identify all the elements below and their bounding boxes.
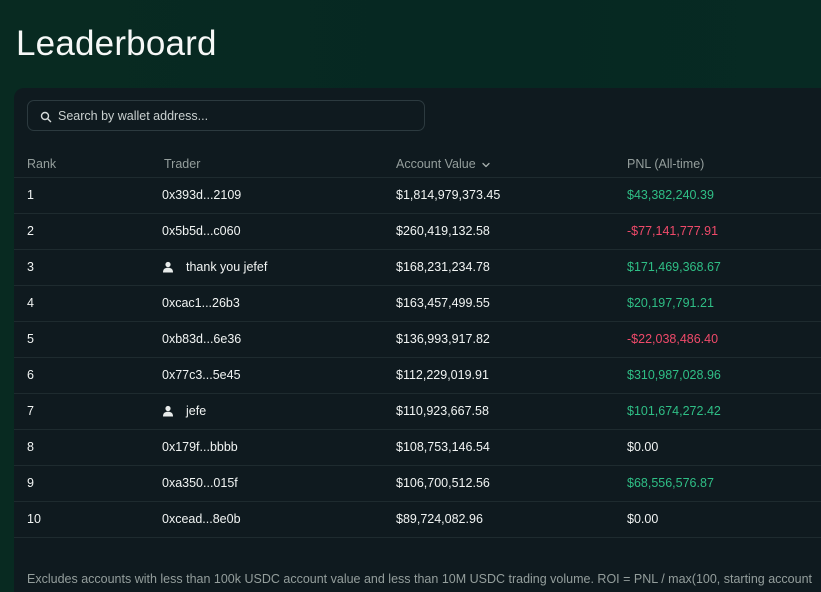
chevron-down-icon [481, 159, 491, 169]
trader-name: 0xcead...8e0b [162, 512, 241, 526]
table-row[interactable]: 5 0xb83d...6e36 $136,993,917.82 -$22,038… [14, 322, 821, 358]
pnl-cell: $20,197,791.21 [627, 296, 714, 310]
rank-cell: 3 [27, 260, 34, 274]
page-title: Leaderboard [16, 24, 217, 63]
account-value-cell: $136,993,917.82 [396, 332, 490, 346]
column-header-account-value[interactable]: Account Value [396, 157, 491, 171]
account-value-cell: $110,923,667.58 [396, 404, 489, 418]
leaderboard-panel: Rank Trader Account Value PNL (All-time)… [14, 88, 821, 592]
trader-name: 0x393d...2109 [162, 188, 242, 202]
trader-name: 0xa350...015f [162, 476, 238, 490]
rank-cell: 8 [27, 440, 34, 454]
trader-name: 0xb83d...6e36 [162, 332, 242, 346]
column-header-trader: Trader [164, 157, 201, 171]
trader-name: 0x5b5d...c060 [162, 224, 241, 238]
trader-name: 0x77c3...5e45 [162, 368, 241, 382]
account-value-cell: $89,724,082.96 [396, 512, 483, 526]
account-value-cell: $108,753,146.54 [396, 440, 490, 454]
account-value-cell: $163,457,499.55 [396, 296, 490, 310]
search-input[interactable] [58, 108, 398, 123]
footnote: Excludes accounts with less than 100k US… [27, 572, 812, 586]
trader-cell[interactable]: 0xa350...015f [162, 476, 238, 490]
column-header-account-value-label: Account Value [396, 157, 476, 171]
pnl-cell: $101,674,272.42 [627, 404, 721, 418]
pnl-cell: $0.00 [627, 512, 659, 526]
table-row[interactable]: 8 0x179f...bbbb $108,753,146.54 $0.00 [14, 430, 821, 466]
table-row[interactable]: 9 0xa350...015f $106,700,512.56 $68,556,… [14, 466, 821, 502]
account-value-cell: $168,231,234.78 [396, 260, 490, 274]
trader-cell[interactable]: 0x393d...2109 [162, 188, 241, 202]
table-row[interactable]: 1 0x393d...2109 $1,814,979,373.45 $43,38… [14, 178, 821, 214]
column-header-pnl: PNL (All-time) [627, 157, 705, 171]
search-box[interactable] [27, 100, 425, 131]
trader-name: jefe [186, 404, 207, 418]
pnl-cell: -$77,141,777.91 [627, 224, 719, 238]
trader-cell[interactable]: 0x5b5d...c060 [162, 224, 241, 238]
rank-cell: 10 [27, 512, 41, 526]
rank-cell: 1 [27, 188, 34, 202]
pnl-cell: $43,382,240.39 [627, 188, 714, 202]
leaderboard-rows: 1 0x393d...2109 $1,814,979,373.45 $43,38… [14, 178, 821, 538]
table-row[interactable]: 10 0xcead...8e0b $89,724,082.96 $0.00 [14, 502, 821, 538]
pnl-cell: $171,469,368.67 [627, 260, 721, 274]
user-icon [162, 405, 174, 417]
table-row[interactable]: 4 0xcac1...26b3 $163,457,499.55 $20,197,… [14, 286, 821, 322]
table-row[interactable]: 3 thank you jefef $168,231,234.78 $171,4… [14, 250, 821, 286]
trader-name: 0x179f...bbbb [162, 440, 238, 454]
trader-cell[interactable]: 0xcead...8e0b [162, 512, 241, 526]
account-value-cell: $1,814,979,373.45 [396, 188, 501, 202]
trader-cell[interactable]: 0xb83d...6e36 [162, 332, 241, 346]
trader-cell[interactable]: 0x179f...bbbb [162, 440, 238, 454]
trader-name: thank you jefef [186, 260, 268, 274]
table-row[interactable]: 7 jefe $110,923,667.58 $101,674,272.42 [14, 394, 821, 430]
trader-cell[interactable]: jefe [162, 404, 206, 418]
rank-cell: 7 [27, 404, 34, 418]
account-value-cell: $106,700,512.56 [396, 476, 490, 490]
account-value-cell: $112,229,019.91 [396, 368, 489, 382]
trader-cell[interactable]: 0x77c3...5e45 [162, 368, 241, 382]
column-header-rank: Rank [27, 157, 57, 171]
rank-cell: 6 [27, 368, 34, 382]
table-row[interactable]: 6 0x77c3...5e45 $112,229,019.91 $310,987… [14, 358, 821, 394]
pnl-cell: -$22,038,486.40 [627, 332, 719, 346]
rank-cell: 5 [27, 332, 34, 346]
trader-cell[interactable]: 0xcac1...26b3 [162, 296, 240, 310]
table-row[interactable]: 2 0x5b5d...c060 $260,419,132.58 -$77,141… [14, 214, 821, 250]
pnl-cell: $310,987,028.96 [627, 368, 721, 382]
user-icon [162, 261, 174, 273]
trader-cell[interactable]: thank you jefef [162, 260, 267, 274]
table-header: Rank Trader Account Value PNL (All-time) [14, 150, 821, 178]
pnl-cell: $0.00 [627, 440, 659, 454]
account-value-cell: $260,419,132.58 [396, 224, 490, 238]
rank-cell: 9 [27, 476, 34, 490]
pnl-cell: $68,556,576.87 [627, 476, 714, 490]
search-icon [40, 110, 52, 122]
rank-cell: 4 [27, 296, 34, 310]
rank-cell: 2 [27, 224, 34, 238]
trader-name: 0xcac1...26b3 [162, 296, 240, 310]
